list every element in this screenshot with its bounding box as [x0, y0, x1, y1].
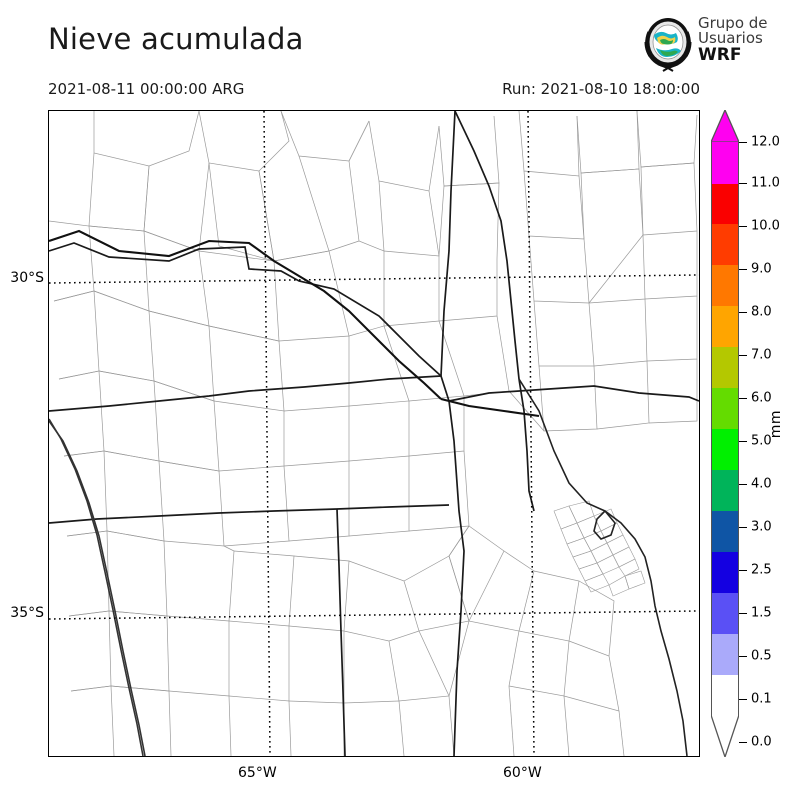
wrf-logo: Grupo de Usuarios WRF: [640, 14, 800, 76]
department-borders-east: [508, 111, 698, 432]
department-borders: [49, 111, 370, 756]
colorbar-band-10: [711, 182, 739, 225]
colorbar-band-7: [711, 305, 739, 348]
gridline-lon-60W: [527, 111, 535, 756]
gridline-lat-35S: [49, 610, 699, 620]
country-borders: [49, 229, 540, 418]
logo-line-2: Usuarios: [698, 29, 763, 47]
colorbar-under-arrow: [711, 715, 739, 757]
logo-line-1: Grupo de: [698, 14, 768, 32]
axis-label-lon-65W: 65°W: [238, 765, 277, 781]
page-title: Nieve acumulada: [48, 22, 304, 56]
colorbar-tick-9.0: [739, 269, 747, 270]
colorbar-tick-3.0: [739, 527, 747, 528]
colorbar-tick-8.0: [739, 312, 747, 313]
colorbar-tick-label-5.0: 5.0: [751, 433, 772, 449]
colorbar-tick-label-8.0: 8.0: [751, 304, 772, 320]
colorbar-tick-label-4.0: 4.0: [751, 476, 772, 492]
valid-time-label: 2021-08-11 00:00:00 ARG: [48, 80, 245, 98]
colorbar-tick-label-12.0: 12.0: [751, 134, 780, 150]
colorbar-over-arrow: [711, 110, 739, 142]
axis-label-lon-60W: 60°W: [503, 765, 542, 781]
colorbar-band-5: [711, 387, 739, 430]
colorbar-tick-5.0: [739, 441, 747, 442]
colorbar-band-0: [711, 674, 739, 716]
department-borders-north: [218, 115, 510, 547]
gridline-lat-30S: [49, 274, 699, 284]
colorbar-tick-12.0: [739, 142, 747, 143]
colorbar-tick-label-10.0: 10.0: [751, 218, 780, 234]
run-time-label: Run: 2021-08-10 18:00:00: [502, 80, 700, 98]
colorbar-tick-label-3.0: 3.0: [751, 519, 772, 535]
colorbar-tick-label-0.1: 0.1: [751, 691, 772, 707]
colorbar-tick-label-9.0: 9.0: [751, 261, 772, 277]
colorbar-band-0.5: [711, 592, 739, 634]
axis-label-lat-35S: 35°S: [10, 605, 44, 621]
colorbar-tick-label-0.0: 0.0: [751, 734, 772, 750]
colorbar-tick-label-2.5: 2.5: [751, 562, 772, 578]
colorbar-tick-label-11.0: 11.0: [751, 175, 780, 191]
graticule-lines: [49, 111, 699, 756]
colorbar-band-1.5: [711, 551, 739, 593]
colorbar-tick-10.0: [739, 226, 747, 227]
axis-label-lat-30S: 30°S: [10, 270, 44, 286]
metro-departments-dense: [553, 500, 646, 597]
province-borders: [49, 111, 699, 756]
colorbar-band-6: [711, 346, 739, 389]
colorbar[interactable]: 12.0 11.0 10.0 9.0 8.0 7.0 6.0 5.0 4.0 3.0 2.5 1.5 0…: [711, 110, 780, 757]
colorbar-unit-label: mm: [768, 410, 784, 439]
colorbar-band-9: [711, 223, 739, 266]
colorbar-tick-label-6.0: 6.0: [751, 390, 772, 406]
colorbar-band-8: [711, 264, 739, 307]
colorbar-tick-0.5: [739, 656, 747, 657]
colorbar-band-11: [711, 142, 739, 184]
coastline: [518, 378, 688, 756]
colorbar-band-0.1: [711, 633, 739, 675]
colorbar-tick-2.5: [739, 570, 747, 571]
map-canvas: [49, 111, 699, 756]
colorbar-tick-label-7.0: 7.0: [751, 347, 772, 363]
logo-line-3: WRF: [698, 45, 742, 65]
colorbar-tick-0.1: [739, 699, 747, 700]
colorbar-band-2.5: [711, 510, 739, 552]
map-plot-area[interactable]: [48, 110, 700, 757]
colorbar-tick-7.0: [739, 355, 747, 356]
colorbar-tick-label-0.5: 0.5: [751, 648, 772, 664]
globe-emblem-icon: [644, 18, 692, 72]
colorbar-tick-11.0: [739, 183, 747, 184]
colorbar-tick-0.0: [739, 742, 747, 743]
colorbar-band-4: [711, 428, 739, 471]
colorbar-tick-6.0: [739, 398, 747, 399]
west-mountain-borders: [49, 418, 146, 756]
colorbar-tick-label-1.5: 1.5: [751, 605, 772, 621]
colorbar-tick-4.0: [739, 484, 747, 485]
department-borders-south: [343, 525, 625, 756]
colorbar-tick-1.5: [739, 613, 747, 614]
colorbar-band-3: [711, 469, 739, 511]
